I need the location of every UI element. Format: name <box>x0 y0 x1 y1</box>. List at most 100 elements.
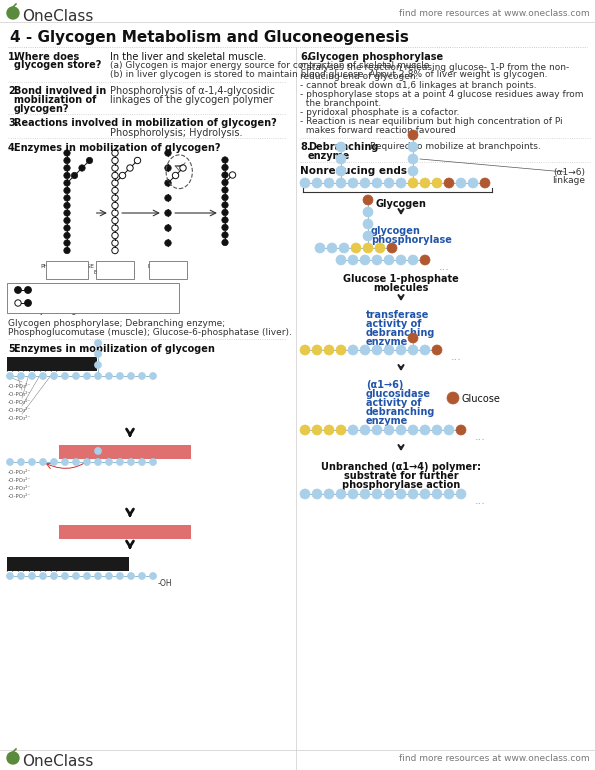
Circle shape <box>7 458 14 466</box>
Circle shape <box>64 187 70 194</box>
Circle shape <box>165 165 171 171</box>
Circle shape <box>351 243 361 253</box>
Text: by →1→4 glucosidic bonds: by →1→4 glucosidic bonds <box>35 293 136 302</box>
Circle shape <box>456 178 466 188</box>
Circle shape <box>127 373 134 380</box>
Circle shape <box>360 178 370 188</box>
Circle shape <box>95 340 102 346</box>
Text: Debranching: Debranching <box>308 142 378 152</box>
Text: OneClass: OneClass <box>22 9 93 24</box>
Text: -O-PO₃²⁻: -O-PO₃²⁻ <box>8 416 32 421</box>
Circle shape <box>363 231 373 241</box>
Text: Enzymes in mobilization of glycogen: Enzymes in mobilization of glycogen <box>14 344 215 354</box>
Circle shape <box>51 458 58 466</box>
Circle shape <box>432 425 442 435</box>
Circle shape <box>360 255 370 265</box>
Text: makes forward reaction favoured: makes forward reaction favoured <box>300 126 456 135</box>
Circle shape <box>95 573 102 580</box>
Circle shape <box>420 178 430 188</box>
Circle shape <box>73 573 80 580</box>
Circle shape <box>64 225 70 231</box>
Circle shape <box>315 243 325 253</box>
Text: glycogen: glycogen <box>371 226 421 236</box>
Text: (α1→6): (α1→6) <box>366 380 403 390</box>
Circle shape <box>372 255 382 265</box>
Circle shape <box>7 7 19 19</box>
Text: (b) in liver glycogen is stored to maintain blood glucose. About 2-8% of liver w: (b) in liver glycogen is stored to maint… <box>110 70 547 79</box>
Circle shape <box>336 154 346 164</box>
Circle shape <box>324 178 334 188</box>
Text: -O-PO₃²⁻: -O-PO₃²⁻ <box>8 486 32 491</box>
Circle shape <box>420 345 430 355</box>
Circle shape <box>408 255 418 265</box>
Text: OneClass: OneClass <box>22 754 93 769</box>
Circle shape <box>165 225 171 231</box>
Circle shape <box>61 373 68 380</box>
Circle shape <box>29 573 36 580</box>
Circle shape <box>139 373 146 380</box>
Text: Glycogen Phosphorylase: Glycogen Phosphorylase <box>21 560 115 569</box>
Circle shape <box>336 166 346 176</box>
Circle shape <box>396 425 406 435</box>
Circle shape <box>324 345 334 355</box>
Text: activity of: activity of <box>366 319 421 329</box>
Circle shape <box>51 373 58 380</box>
Circle shape <box>64 172 70 179</box>
Circle shape <box>64 150 70 156</box>
Circle shape <box>432 489 442 499</box>
Circle shape <box>222 187 228 193</box>
Text: -O-PO₃²⁻: -O-PO₃²⁻ <box>8 392 32 397</box>
Text: Glycogen Debranching Enzyme: Glycogen Debranching Enzyme <box>65 448 185 457</box>
Circle shape <box>165 172 171 179</box>
Text: by →1→6 glucosidic bonds: by →1→6 glucosidic bonds <box>35 306 136 315</box>
Text: 4.: 4. <box>8 143 18 153</box>
Text: glycogen?: glycogen? <box>14 104 70 114</box>
Text: substrate for further: substrate for further <box>344 471 458 481</box>
Text: molecules: molecules <box>373 283 428 293</box>
Circle shape <box>105 573 112 580</box>
Text: Catalyses the reaction releasing glucose- 1-P from the non-: Catalyses the reaction releasing glucose… <box>300 63 569 72</box>
Text: ...: ... <box>439 262 450 272</box>
Circle shape <box>420 425 430 435</box>
Circle shape <box>339 243 349 253</box>
Circle shape <box>165 157 171 164</box>
Text: find more resources at www.oneclass.com: find more resources at www.oneclass.com <box>399 754 590 763</box>
Circle shape <box>420 255 430 265</box>
Circle shape <box>222 224 228 231</box>
Text: linkages of the glycogen polymer: linkages of the glycogen polymer <box>110 95 273 105</box>
Circle shape <box>105 373 112 380</box>
Circle shape <box>384 489 394 499</box>
Circle shape <box>312 489 322 499</box>
Circle shape <box>117 458 124 466</box>
Circle shape <box>64 233 70 239</box>
Circle shape <box>222 232 228 238</box>
Circle shape <box>39 458 46 466</box>
Text: 1.: 1. <box>8 52 18 62</box>
Circle shape <box>372 425 382 435</box>
Circle shape <box>51 573 58 580</box>
Circle shape <box>25 300 31 306</box>
Text: In the liver and skeletal muscle.: In the liver and skeletal muscle. <box>110 52 266 62</box>
Circle shape <box>408 489 418 499</box>
Circle shape <box>64 195 70 201</box>
Circle shape <box>165 180 171 186</box>
Circle shape <box>363 219 373 229</box>
Circle shape <box>324 425 334 435</box>
Text: debranching: debranching <box>366 328 436 338</box>
Text: (α1→6): (α1→6) <box>553 168 585 177</box>
Text: (Amylo-α1,6-Glucosidase): (Amylo-α1,6-Glucosidase) <box>80 534 170 541</box>
Circle shape <box>432 345 442 355</box>
Text: Glucose 1-phosphate: Glucose 1-phosphate <box>343 274 459 284</box>
Text: (a) Glycogen is major energy source for contraction of skeletal muscle: (a) Glycogen is major energy source for … <box>110 61 430 70</box>
Circle shape <box>7 573 14 580</box>
Circle shape <box>408 178 418 188</box>
Circle shape <box>165 209 171 216</box>
Circle shape <box>64 157 70 164</box>
Text: ...: ... <box>475 496 486 506</box>
Circle shape <box>139 573 146 580</box>
Circle shape <box>384 345 394 355</box>
Text: 5.: 5. <box>8 344 18 354</box>
Text: (4α-Glucanotransferase): (4α-Glucanotransferase) <box>82 454 168 460</box>
Circle shape <box>149 373 156 380</box>
Circle shape <box>165 217 171 224</box>
